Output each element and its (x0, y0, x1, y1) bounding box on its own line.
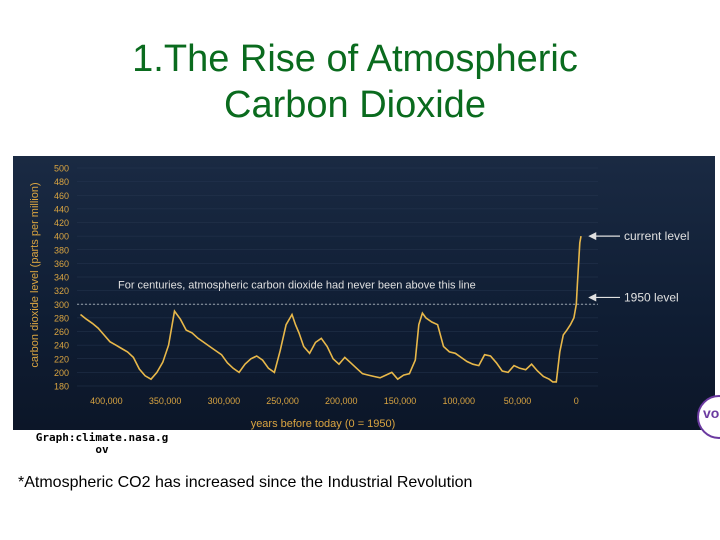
y-tick-label: 200 (54, 368, 69, 378)
co2-chart: 500 480 460 440 420 400 380 360 340 320 300 280 260 2… (29, 164, 689, 431)
1950-level-arrow (588, 293, 620, 302)
slide-caption: *Atmospheric CO2 has increased since the… (18, 474, 473, 491)
y-tick-label: 300 (54, 300, 69, 310)
x-tick-label: 0 (574, 396, 579, 406)
x-tick-label: 250,000 (266, 396, 299, 406)
x-tick-label: 150,000 (384, 396, 417, 406)
title-line-1: 1.The Rise of Atmospheric (132, 38, 578, 80)
y-tick-labels: 500 480 460 440 420 400 380 360 340 320 300 280 260 2… (54, 164, 69, 392)
y-tick-label: 220 (54, 354, 69, 364)
co2-series-line (80, 235, 582, 383)
slide-title: 1.The Rise of Atmospheric Carbon Dioxide (0, 36, 710, 128)
y-tick-label: 260 (54, 327, 69, 337)
source-line-1: Graph:climate.nasa.g (35, 431, 169, 444)
x-axis-label: years before today (0 = 1950) (251, 418, 396, 430)
title-line-2: Carbon Dioxide (224, 84, 486, 126)
y-tick-label: 400 (54, 232, 69, 242)
1950-level-label: 1950 level (624, 290, 679, 304)
y-axis-label: carbon dioxide level (parts per million) (29, 182, 41, 367)
x-tick-label: 50,000 (504, 396, 532, 406)
x-tick-label: 350,000 (149, 396, 182, 406)
y-tick-label: 280 (54, 313, 69, 323)
source-credit: Graph:climate.nasa.g ov (22, 432, 182, 456)
threshold-annotation: For centuries, atmospheric carbon dioxid… (118, 279, 476, 291)
x-tick-label: 200,000 (325, 396, 358, 406)
x-tick-label: 400,000 (90, 396, 123, 406)
x-tick-label: 100,000 (443, 396, 476, 406)
y-tick-label: 500 (54, 164, 69, 174)
current-level-label: current level (624, 229, 689, 243)
y-tick-label: 180 (54, 382, 69, 392)
x-tick-label: 300,000 (208, 396, 241, 406)
chart-panel (13, 156, 715, 430)
y-tick-label: 240 (54, 341, 69, 351)
y-tick-label: 480 (54, 177, 69, 187)
y-tick-label: 420 (54, 218, 69, 228)
current-level-arrow (588, 232, 620, 241)
source-line-2: ov (95, 443, 109, 456)
y-tick-label: 340 (54, 273, 69, 283)
y-tick-label: 440 (54, 204, 69, 214)
gridlines (77, 167, 598, 387)
y-tick-label: 460 (54, 191, 69, 201)
y-tick-label: 360 (54, 259, 69, 269)
y-tick-label: 380 (54, 245, 69, 255)
y-tick-label: 320 (54, 286, 69, 296)
x-tick-labels: 400,000 350,000 300,000 250,000 200,000 150,0… (90, 396, 579, 406)
